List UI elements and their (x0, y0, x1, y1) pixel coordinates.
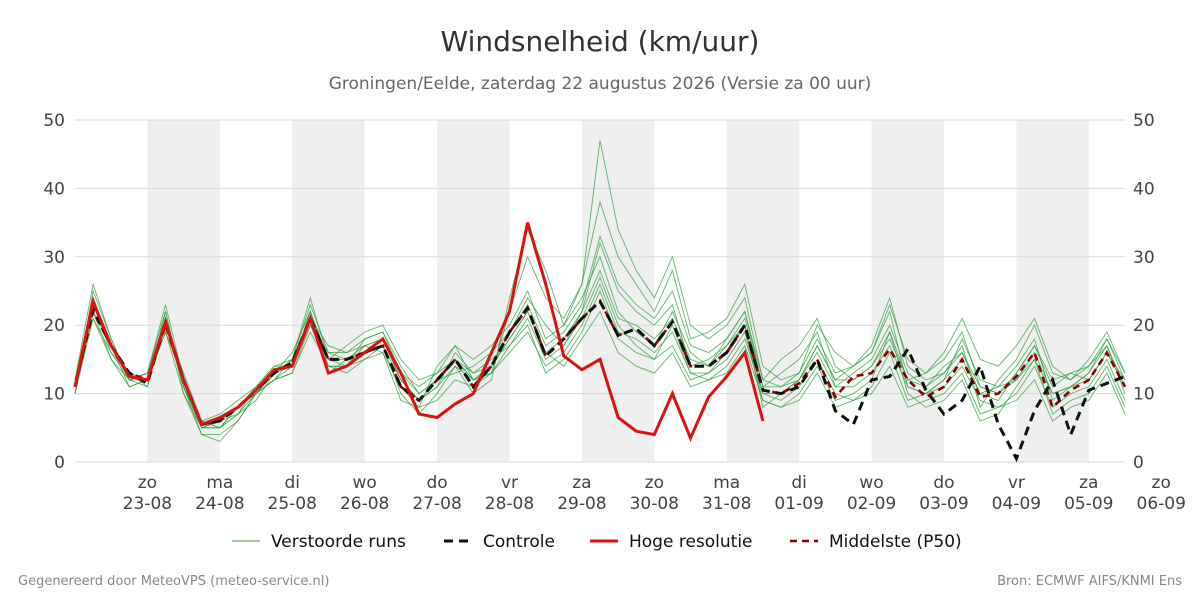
x-tick-day: vr (501, 473, 518, 493)
x-tick-day: wo (859, 473, 883, 493)
x-tick-day: wo (352, 473, 376, 493)
ensemble-series-line (74, 276, 1126, 429)
shade-band (292, 120, 365, 462)
y-tick-label-right: 20 (1133, 316, 1155, 336)
hires-series-line (73, 222, 765, 442)
x-tick-day: do (933, 473, 954, 493)
x-tick-day: di (791, 473, 807, 493)
y-axis-right: 0 10 20 30 40 50 (1133, 111, 1155, 473)
x-tick-date: 27-08 (412, 494, 461, 514)
x-tick-date: 29-08 (557, 494, 606, 514)
x-tick-date: 28-08 (485, 494, 534, 514)
y-axis-left: 0 10 20 30 40 50 (43, 111, 65, 473)
y-tick-label-left: 40 (43, 179, 65, 199)
y-tick-label-right: 50 (1133, 111, 1155, 131)
ensemble-series-line (74, 289, 1126, 429)
x-axis: zo23-08ma24-08di25-08wo26-08do27-08vr28-… (123, 473, 1186, 514)
ensemble-series-line (74, 269, 1126, 429)
legend-label-control: Controle (483, 532, 555, 552)
x-tick-day: zo (138, 473, 157, 493)
y-tick-label-left: 50 (43, 111, 65, 131)
x-tick-day: do (426, 473, 447, 493)
x-tick-date: 31-08 (702, 494, 751, 514)
x-tick-day: za (1079, 473, 1098, 493)
shade-band (1016, 120, 1089, 462)
x-tick-date: 06-09 (1137, 494, 1186, 514)
ensemble-lines (74, 140, 1126, 443)
shade-band (871, 120, 944, 462)
ensemble-series-line (74, 200, 1126, 422)
x-tick-date: 24-08 (195, 494, 244, 514)
x-tick-date: 03-09 (919, 494, 968, 514)
x-tick-day: ma (206, 473, 233, 493)
chart-subtitle: Groningen/Eelde, zaterdag 22 augustus 20… (329, 74, 872, 94)
legend: Verstoorde runs Controle Hoge resolutie Mid… (232, 532, 962, 552)
x-tick-day: zo (1152, 473, 1171, 493)
footer-left: Gegenereerd door MeteoVPS (meteo-service… (18, 574, 329, 589)
y-tick-label-right: 10 (1133, 385, 1155, 405)
y-tick-label-left: 20 (43, 316, 65, 336)
x-tick-date: 04-09 (992, 494, 1041, 514)
y-tick-label-left: 10 (43, 385, 65, 405)
shade-band (147, 120, 220, 462)
x-tick-date: 01-09 (774, 494, 823, 514)
x-tick-date: 26-08 (340, 494, 389, 514)
y-tick-label-right: 40 (1133, 179, 1155, 199)
x-tick-date: 23-08 (123, 494, 172, 514)
y-tick-label-right: 0 (1133, 453, 1144, 473)
ensemble-series-line (74, 140, 1126, 436)
x-tick-date: 25-08 (268, 494, 317, 514)
shade-band (437, 120, 510, 462)
x-tick-date: 30-08 (630, 494, 679, 514)
y-tick-label-left: 30 (43, 248, 65, 268)
x-tick-day: za (572, 473, 591, 493)
y-tick-label-right: 30 (1133, 248, 1155, 268)
legend-label-p50: Middelste (P50) (829, 532, 962, 552)
ensemble-series-line (74, 234, 1126, 429)
main-series-lines (73, 222, 1127, 463)
x-tick-day: zo (645, 473, 664, 493)
x-tick-day: ma (713, 473, 740, 493)
footer-right: Bron: ECMWF AIFS/KNMI Ens (997, 574, 1182, 589)
legend-label-ensemble: Verstoorde runs (271, 532, 406, 552)
x-tick-day: di (284, 473, 300, 493)
chart-title: Windsnelheid (km/uur) (441, 25, 760, 58)
shade-band (726, 120, 800, 462)
x-tick-day: vr (1008, 473, 1025, 493)
x-tick-date: 02-09 (847, 494, 896, 514)
weekend-shading (147, 120, 1089, 462)
y-tick-label-left: 0 (54, 453, 65, 473)
x-tick-date: 05-09 (1064, 494, 1113, 514)
legend-label-hires: Hoge resolutie (629, 532, 753, 552)
